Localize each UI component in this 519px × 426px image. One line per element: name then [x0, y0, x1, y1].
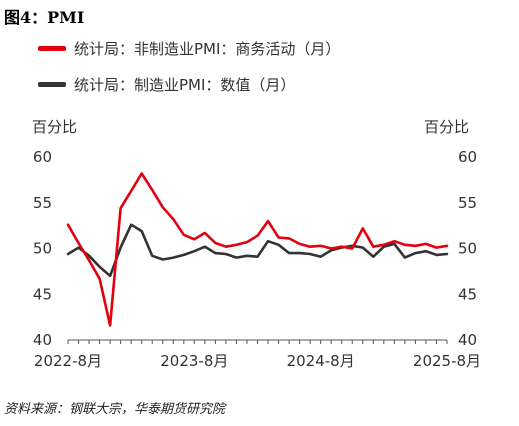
- y-tick-label-right: 55: [458, 194, 477, 212]
- y-tick-label-right: 40: [458, 331, 477, 349]
- y-tick-label-left: 50: [33, 240, 52, 258]
- x-tick-label: 2023-8月: [160, 352, 228, 370]
- series-line-nonmanufacturing: [66, 172, 449, 327]
- y-tick-label-left: 55: [33, 194, 52, 212]
- y-tick-label-right: 50: [458, 240, 477, 258]
- legend-item-nonmanufacturing: 统计局：非制造业PMI：商务活动（月）: [38, 38, 340, 59]
- y-tick-label-left: 60: [33, 148, 52, 166]
- y-tick-label-right: 45: [458, 285, 477, 303]
- legend-swatch-manufacturing: [38, 82, 66, 87]
- chart-tick-labels: 40 40 45 45 50 50 55 55 60 60 2022-8月 2023-8月 2024-8…: [33, 148, 481, 370]
- y-tick-label-left: 45: [33, 285, 52, 303]
- legend-label-manufacturing: 统计局：制造业PMI：数值（月）: [74, 76, 296, 94]
- chart-axes: [67, 339, 448, 344]
- series-line-manufacturing: [66, 223, 449, 278]
- x-tick-label: 2025-8月: [413, 352, 481, 370]
- right-axis-unit: 百分比: [424, 118, 470, 136]
- legend-item-manufacturing: 统计局：制造业PMI：数值（月）: [38, 74, 295, 95]
- legend-label-nonmanufacturing: 统计局：非制造业PMI：商务活动（月）: [74, 40, 341, 58]
- source-note: 资料来源：钢联大宗，华泰期货研究院: [4, 402, 226, 417]
- legend-swatch-nonmanufacturing: [38, 46, 66, 51]
- figure-title: 图4：PMI: [4, 8, 85, 27]
- y-tick-label-right: 60: [458, 148, 477, 166]
- y-tick-label-left: 40: [33, 331, 52, 349]
- x-tick-label: 2024-8月: [287, 352, 355, 370]
- chart-series: [66, 172, 449, 327]
- x-tick-label: 2022-8月: [34, 352, 102, 370]
- left-axis-unit: 百分比: [32, 118, 78, 136]
